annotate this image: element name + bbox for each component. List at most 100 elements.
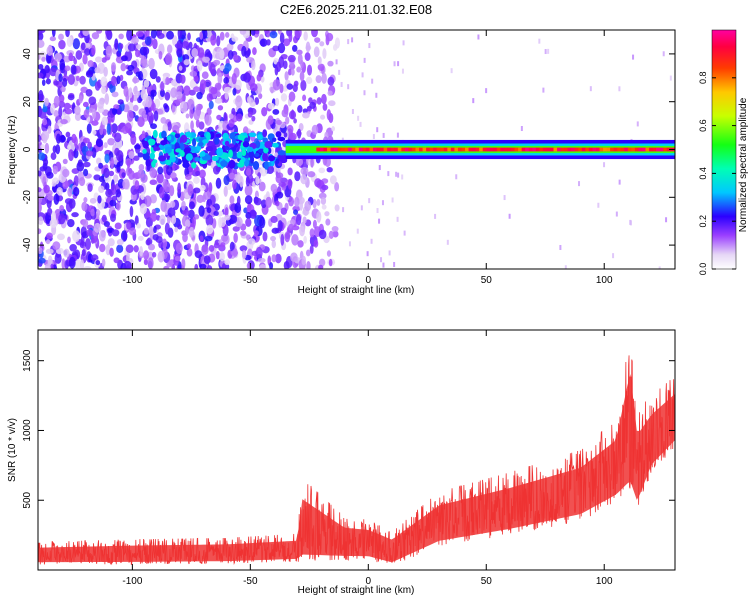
heatmap-cell <box>272 108 280 115</box>
heatmap-cell <box>326 250 332 257</box>
snr-panel: -100 -50 0 50 100 500 1000 1500 Height of stra… <box>7 329 676 596</box>
heatmap-cell <box>181 258 186 269</box>
heatmap-cell <box>197 131 206 136</box>
heatmap-cell <box>166 135 172 141</box>
heatmap-cell <box>181 41 189 49</box>
heatmap-cell <box>365 147 370 152</box>
heatmap-cell <box>518 147 523 152</box>
heatmap-cell <box>50 263 54 269</box>
heatmap-cell <box>53 95 60 108</box>
heatmap-cell <box>169 155 176 163</box>
heatmap-cell <box>103 220 111 227</box>
heatmap-cell <box>247 111 253 118</box>
heatmap-cell <box>78 95 83 104</box>
heatmap-cell <box>319 147 324 152</box>
heatmap-cell <box>99 243 106 253</box>
heatmap-cell <box>111 123 118 134</box>
heatmap-cell <box>184 226 190 236</box>
heatmap-cell <box>285 116 290 125</box>
heatmap-cell <box>215 133 222 138</box>
heatmap-cell <box>177 223 183 230</box>
heatmap-cell <box>84 48 91 56</box>
heatmap-cell <box>564 147 569 152</box>
heatmap-cell <box>371 78 374 84</box>
heatmap-cell <box>229 195 235 205</box>
heatmap-cell <box>290 252 298 262</box>
heatmap-cell <box>166 261 173 268</box>
colorbar-label: Normalized spectral amplitude <box>738 97 749 232</box>
heatmap-cell <box>149 194 157 204</box>
heatmap-cell <box>390 147 395 152</box>
heatmap-cell <box>47 195 55 201</box>
heatmap-cell <box>363 90 366 96</box>
heatmap-cell <box>123 85 129 98</box>
heatmap-cell <box>184 131 192 138</box>
heatmap-cell <box>127 64 135 72</box>
heatmap-cell <box>279 177 288 184</box>
spectrogram-x-ticks: -100 -50 0 50 100 <box>122 30 613 286</box>
heatmap-cell <box>53 109 59 117</box>
heatmap-cell <box>38 170 42 177</box>
heatmap-cell <box>335 59 338 65</box>
heatmap-cell <box>303 31 308 41</box>
heatmap-cell <box>521 147 526 152</box>
heatmap-cell <box>223 185 228 197</box>
heatmap-cell <box>378 165 381 171</box>
heatmap-cell <box>348 147 353 152</box>
heatmap-cell <box>63 248 70 258</box>
heatmap-cell <box>166 164 173 176</box>
heatmap-cell <box>188 226 195 238</box>
heatmap-cell <box>119 43 124 50</box>
heatmap-cell <box>299 200 304 211</box>
heatmap-cell <box>375 92 378 98</box>
heatmap-cell <box>174 133 181 139</box>
heatmap-cell <box>256 73 262 82</box>
heatmap-cell <box>293 118 297 124</box>
heatmap-cell <box>264 141 272 149</box>
heatmap-cell <box>237 134 244 141</box>
heatmap-cell <box>532 147 537 152</box>
heatmap-cell <box>105 244 111 256</box>
heatmap-cell <box>224 207 229 217</box>
heatmap-cell <box>227 50 234 60</box>
heatmap-cell <box>58 213 66 225</box>
heatmap-cell <box>213 59 221 66</box>
heatmap-cell <box>191 162 197 169</box>
heatmap-cell <box>164 146 172 154</box>
heatmap-cell <box>275 174 282 184</box>
heatmap-cell <box>641 147 647 152</box>
heatmap-cell <box>294 196 300 208</box>
heatmap-cell <box>38 89 44 102</box>
colorbar-tick-label: 0.0 <box>698 263 708 276</box>
heatmap-cell <box>351 108 354 114</box>
y-tick-label: -20 <box>22 190 33 205</box>
heatmap-cell <box>210 34 217 46</box>
heatmap-cell <box>152 129 158 139</box>
heatmap-cell <box>137 235 144 241</box>
heatmap-cell <box>164 91 171 101</box>
heatmap-cell <box>419 147 424 152</box>
heatmap-cell <box>318 264 324 269</box>
heatmap-cell <box>103 66 108 77</box>
heatmap-cell <box>244 184 253 197</box>
spectrogram-y-ticks: -40 -20 0 20 40 <box>22 48 675 252</box>
heatmap-cell <box>149 152 155 160</box>
heatmap-cell <box>198 205 205 217</box>
heatmap-cell <box>189 70 198 77</box>
y-tick-label: 20 <box>22 96 33 108</box>
y-tick-label: 1500 <box>22 349 33 372</box>
heatmap-cell <box>272 79 281 91</box>
heatmap-cell <box>134 90 141 97</box>
heatmap-cell <box>264 160 269 170</box>
heatmap-cell <box>356 228 359 234</box>
heatmap-cell <box>109 199 117 207</box>
heatmap-cell <box>300 174 308 185</box>
heatmap-cell <box>426 147 431 152</box>
heatmap-cell <box>115 189 122 198</box>
heatmap-cell <box>235 113 243 122</box>
snr-x-ticks: -100 -50 0 50 100 <box>122 330 613 587</box>
heatmap-cell <box>206 265 213 269</box>
heatmap-cell <box>351 147 356 152</box>
spectrogram-panel: -100 -50 0 50 100 -40 -20 0 20 40 Height of stra… <box>7 29 676 296</box>
heatmap-cell <box>479 147 484 152</box>
